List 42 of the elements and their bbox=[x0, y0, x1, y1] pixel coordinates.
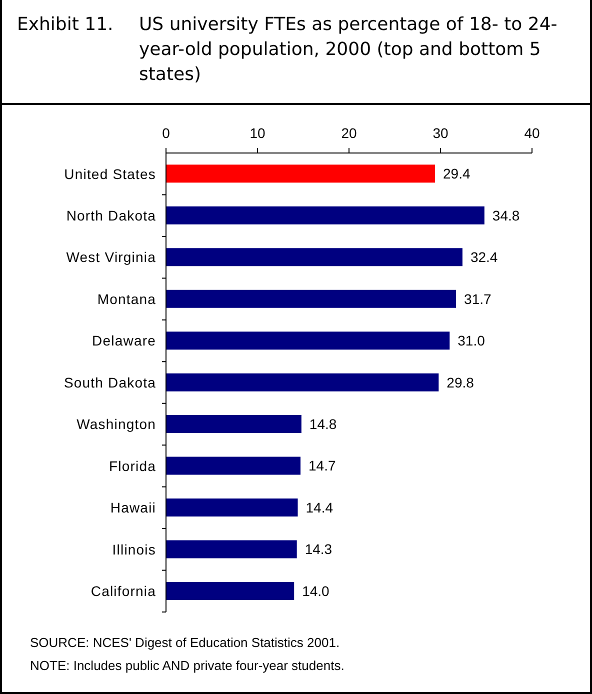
data-label: 31.7 bbox=[464, 290, 492, 307]
bar bbox=[166, 456, 301, 475]
data-label: 14.8 bbox=[309, 416, 337, 432]
bar bbox=[166, 498, 298, 516]
y-tick-label: Illinois bbox=[112, 541, 156, 558]
bar bbox=[166, 582, 294, 600]
x-tick-label: 30 bbox=[432, 125, 448, 141]
chart-subtitle: US university FTEs as percentage of 18- to 24-year-old population, 2000 (top and bottom 5 states) bbox=[139, 13, 558, 87]
source-note: SOURCE: NCES' Digest of Education Statistics 2001. bbox=[30, 634, 341, 652]
bar bbox=[166, 206, 484, 224]
y-tick-label: Delaware bbox=[92, 332, 156, 349]
bar bbox=[166, 248, 462, 266]
chart-title: Exhibit 11. bbox=[17, 13, 114, 37]
x-tick-label: 40 bbox=[524, 125, 540, 141]
y-tick-label: California bbox=[90, 583, 156, 600]
y-tick-label: West Virginia bbox=[66, 249, 156, 266]
data-label: 34.8 bbox=[492, 207, 520, 224]
data-label: 14.3 bbox=[304, 541, 332, 558]
x-tick-label: 0 bbox=[162, 125, 170, 141]
y-tick-label: Montana bbox=[97, 290, 156, 307]
text: NOTE: Includes public AND private four-year students. bbox=[30, 657, 344, 675]
bar bbox=[166, 332, 450, 350]
y-tick-label: Florida bbox=[109, 458, 156, 474]
y-tick-label: United States bbox=[64, 166, 156, 182]
data-label: 14.4 bbox=[306, 499, 334, 516]
y-tick-label: South Dakota bbox=[64, 374, 156, 390]
x-tick-label: 20 bbox=[341, 125, 357, 141]
bar bbox=[166, 164, 436, 183]
data-label: 29.8 bbox=[446, 374, 474, 390]
data-label: 14.0 bbox=[302, 582, 330, 599]
x-tick-label: 10 bbox=[250, 125, 266, 141]
y-tick-label: Hawaii bbox=[110, 500, 156, 516]
bar bbox=[166, 540, 297, 558]
data-label: 32.4 bbox=[470, 249, 498, 266]
bar bbox=[166, 415, 302, 434]
data-label: 14.7 bbox=[308, 458, 336, 474]
bar bbox=[166, 373, 439, 392]
data-label: 29.4 bbox=[443, 166, 470, 182]
y-tick-label: North Dakota bbox=[66, 207, 156, 224]
data-label: 31.0 bbox=[458, 332, 486, 349]
bar bbox=[166, 290, 456, 308]
y-tick-label: Washington bbox=[76, 416, 156, 432]
